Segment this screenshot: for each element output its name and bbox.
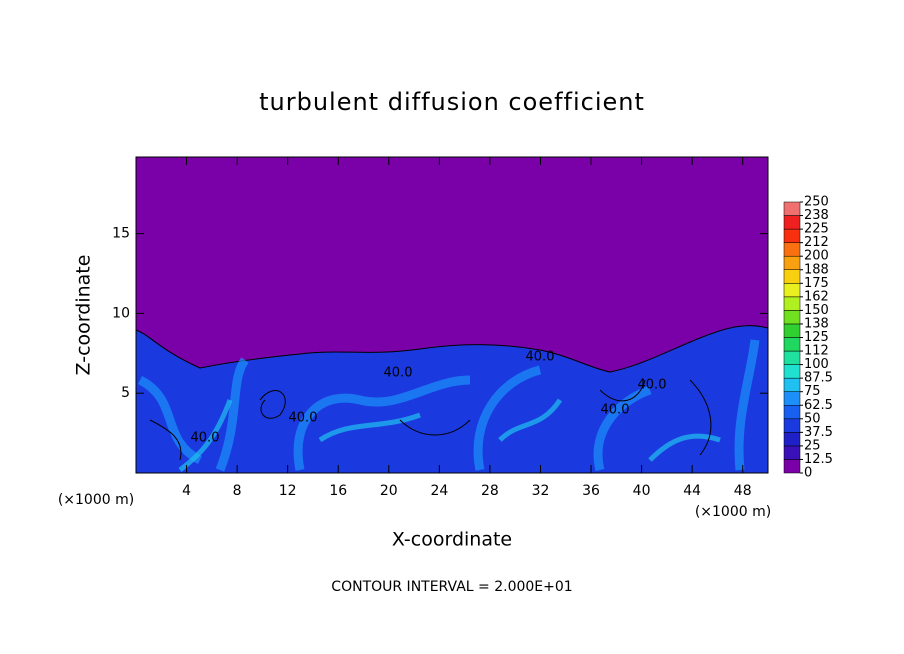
colorbar-tick-label: 87.5 bbox=[804, 371, 833, 386]
contour-label: 40.0 bbox=[384, 366, 413, 381]
x-tick-label: 40 bbox=[633, 483, 651, 499]
colorbar-cell bbox=[783, 445, 801, 460]
colorbar-tick-label: 250 bbox=[804, 195, 829, 210]
x-tick-label: 4 bbox=[182, 483, 191, 499]
colorbar-cell bbox=[783, 283, 801, 298]
colorbar-cell bbox=[783, 364, 801, 379]
colorbar-cell bbox=[783, 228, 801, 243]
colorbar-cell bbox=[783, 201, 801, 216]
colorbar-tick-label: 150 bbox=[804, 303, 829, 318]
field-streak bbox=[137, 339, 760, 472]
x-tick-label: 36 bbox=[582, 483, 600, 499]
x-tick-label: 8 bbox=[233, 483, 242, 499]
colorbar-cell bbox=[783, 323, 801, 338]
plot-frame bbox=[135, 156, 769, 474]
colorbar-tick-label: 112 bbox=[804, 344, 829, 359]
colorbar-cell bbox=[783, 255, 801, 271]
x-tick-label: 12 bbox=[279, 483, 297, 499]
colorbar-tick-label: 62.5 bbox=[804, 398, 833, 413]
colorbar-cell bbox=[783, 377, 801, 392]
colorbar-cell bbox=[783, 418, 801, 433]
colorbar-cell bbox=[783, 269, 801, 284]
colorbar-cell bbox=[783, 432, 801, 447]
colorbar-tick-label: 200 bbox=[804, 249, 829, 264]
colorbar-tick-label: 75 bbox=[804, 384, 821, 399]
colorbar-tick-label: 175 bbox=[804, 276, 829, 291]
chart-title: turbulent diffusion coefficient bbox=[259, 88, 645, 116]
y-unit-label: (×1000 m) bbox=[58, 492, 134, 508]
field bbox=[135, 157, 769, 474]
x-tick-label: 20 bbox=[380, 483, 398, 499]
colorbar-tick-label: 238 bbox=[804, 208, 829, 223]
y-axis-label: Z-coordinate bbox=[73, 255, 95, 376]
colorbar-tick-label: 100 bbox=[804, 357, 829, 372]
colorbar-tick-label: 37.5 bbox=[804, 425, 833, 440]
y-tick-label: 15 bbox=[112, 226, 130, 242]
x-axis-label: X-coordinate bbox=[392, 529, 512, 551]
colorbar-tick-label: 225 bbox=[804, 222, 829, 237]
colorbar-tick-label: 162 bbox=[804, 289, 829, 304]
y-tick-label: 10 bbox=[112, 305, 130, 321]
colorbar-cell bbox=[783, 296, 801, 311]
contour-label: 40.0 bbox=[638, 378, 667, 393]
y-tick-label: 5 bbox=[121, 385, 130, 401]
x-tick-label: 16 bbox=[329, 483, 347, 499]
contour-label: 40.0 bbox=[601, 403, 630, 418]
contour-label: 40.0 bbox=[191, 431, 220, 446]
colorbar-tick-label: 125 bbox=[804, 330, 829, 345]
contour-label: 40.0 bbox=[289, 411, 318, 426]
field-region bbox=[135, 325, 769, 474]
colorbar-tick-label: 25 bbox=[804, 438, 821, 453]
x-tick-label: 32 bbox=[532, 483, 550, 499]
colorbar-cell bbox=[783, 337, 801, 352]
x-tick-label: 44 bbox=[683, 483, 701, 499]
colorbar-cell bbox=[783, 310, 801, 325]
colorbar-cell bbox=[783, 391, 801, 406]
annotation: CONTOUR INTERVAL = 2.000E+01 bbox=[331, 579, 572, 595]
contour-line bbox=[149, 379, 712, 461]
colorbar-tick-label: 50 bbox=[804, 411, 821, 426]
colorbar-cell bbox=[783, 459, 801, 474]
colorbar-tick-label: 0 bbox=[804, 466, 812, 481]
x-tick-label: 28 bbox=[481, 483, 499, 499]
contour-label: 40.0 bbox=[526, 350, 555, 365]
field-streak bbox=[178, 398, 721, 472]
colorbar-cell bbox=[783, 242, 801, 257]
colorbar-cell bbox=[783, 350, 801, 365]
colorbar-cell bbox=[783, 405, 801, 420]
colorbar-tick-label: 212 bbox=[804, 235, 829, 250]
x-tick-label: 24 bbox=[430, 483, 448, 499]
colorbar-tick-label: 188 bbox=[804, 262, 829, 277]
colorbar-tick-label: 138 bbox=[804, 316, 829, 331]
x-tick-label: 48 bbox=[734, 483, 752, 499]
colorbar-cell bbox=[783, 215, 801, 230]
x-unit-label: (×1000 m) bbox=[695, 504, 771, 520]
colorbar-tick-label: 12.5 bbox=[804, 452, 833, 467]
